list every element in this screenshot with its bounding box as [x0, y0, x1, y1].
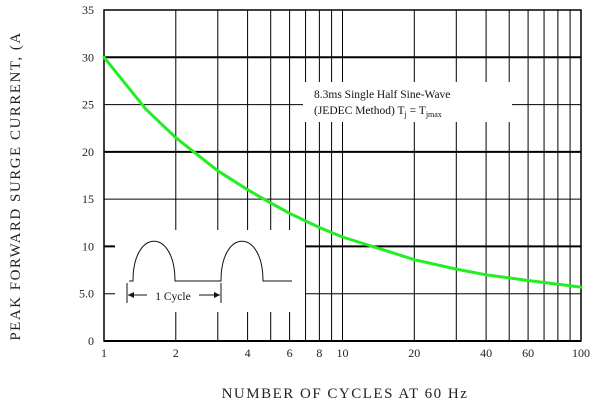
x-tick-label: 100 [572, 346, 590, 360]
x-tick-label: 1 [101, 346, 107, 360]
condition-annotation: 8.3ms Single Half Sine-Wave (JEDEC Metho… [303, 82, 512, 122]
annotation-line-1: 8.3ms Single Half Sine-Wave [314, 89, 450, 101]
y-tick-label: 25 [82, 98, 94, 112]
annotation-line-2: (JEDEC Method) Tj = Tjmax [314, 105, 442, 119]
curve-layer [102, 55, 583, 289]
tick-labels: 1 2 4 6 8 10 20 40 60 100 0 5.0 10 15 20 25 30 35 [79, 3, 590, 360]
x-tick-label: 60 [522, 346, 534, 360]
cycle-arrow-right [214, 292, 220, 298]
cycle-label: 1 Cycle [155, 291, 190, 303]
y-tick-label: 5.0 [79, 287, 94, 301]
y-tick-label: 20 [82, 145, 94, 159]
y-tick-label: 10 [82, 239, 94, 253]
plot-frame [103, 9, 582, 342]
y-tick-label: 0 [88, 334, 94, 348]
y-tick-label: 30 [82, 50, 94, 64]
cycle-arrow-left [128, 292, 134, 298]
x-tick-label: 2 [173, 346, 179, 360]
x-tick-label: 6 [287, 346, 293, 360]
surge-current-curve [102, 55, 583, 289]
x-tick-label: 4 [245, 346, 251, 360]
y-tick-label: 15 [82, 192, 94, 206]
inset-background [115, 230, 305, 312]
annotation-subscript-j: j [404, 110, 407, 119]
x-tick-label: 10 [337, 346, 349, 360]
x-tick-label: 20 [408, 346, 420, 360]
x-tick-label: 8 [316, 346, 322, 360]
cycle-label-background [147, 289, 199, 302]
y-tick-label: 35 [82, 3, 94, 17]
y-axis-title: PEAK FORWARD SURGE CURRENT, (A [8, 31, 24, 340]
x-axis-title: NUMBER OF CYCLES AT 60 Hz [222, 386, 469, 402]
annotation-line-2-text: (JEDEC Method) T [314, 105, 405, 117]
annotation-equals: = T [407, 105, 426, 117]
waveform-inset: 1 Cycle [115, 230, 305, 312]
annotation-subscript-jmax: jmax [425, 110, 442, 119]
x-tick-label: 40 [480, 346, 492, 360]
half-sine-waveform [129, 240, 292, 282]
annotation-background [303, 82, 512, 122]
